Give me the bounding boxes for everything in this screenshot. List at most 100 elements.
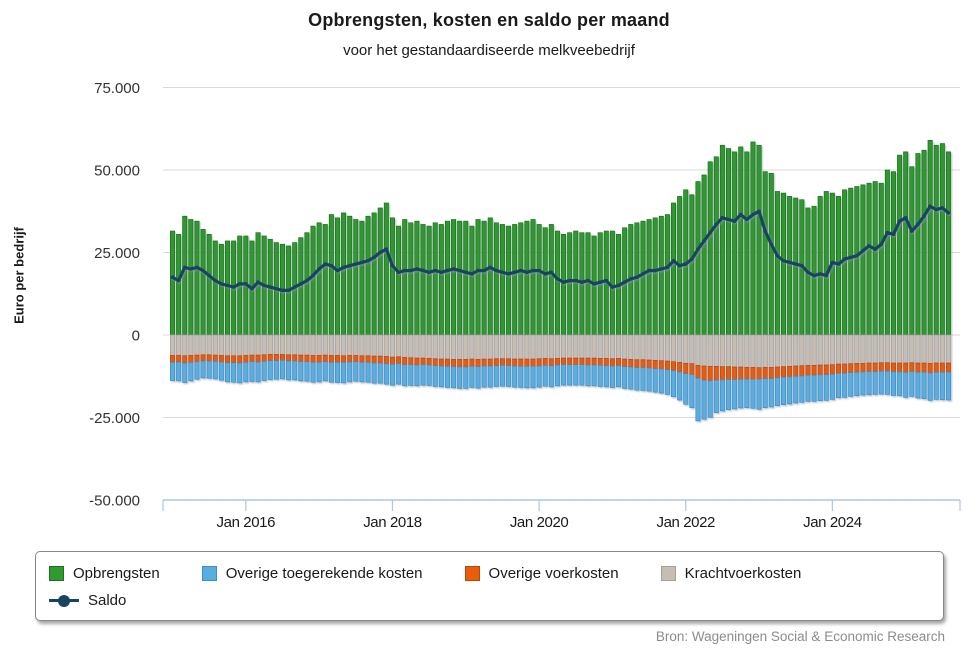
bar-opbrengsten	[652, 217, 658, 336]
bar-overige-toegerekende-kosten	[206, 360, 212, 379]
bar-overige-toegerekende-kosten	[726, 379, 732, 410]
bar-overige-voerkosten	[567, 357, 573, 366]
bar-krachtvoerkosten	[823, 334, 829, 366]
saldo-point	[574, 278, 578, 283]
bar-opbrengsten	[218, 243, 224, 336]
legend-item-overige-voerkosten[interactable]: Overige voerkosten	[464, 565, 619, 582]
bar-krachtvoerkosten	[585, 334, 591, 359]
saldo-point	[659, 267, 664, 271]
bar-opbrengsten	[713, 156, 719, 336]
bar-overige-voerkosten	[518, 358, 524, 367]
bar-opbrengsten	[444, 220, 450, 336]
bar-krachtvoerkosten	[304, 334, 310, 356]
bar-overige-toegerekende-kosten	[493, 365, 499, 387]
bar-krachtvoerkosten	[597, 334, 603, 359]
bar-opbrengsten	[524, 220, 530, 336]
saldo-point	[292, 285, 297, 289]
saldo-line-group	[170, 204, 951, 293]
bar-overige-toegerekende-kosten	[176, 361, 182, 382]
bar-krachtvoerkosten	[170, 334, 176, 356]
bar-krachtvoerkosten	[261, 334, 267, 356]
bar-overige-voerkosten	[438, 358, 444, 367]
saldo-point	[940, 206, 945, 210]
bar-opbrengsten	[457, 220, 463, 336]
legend-item-opbrengsten[interactable]: Opbrengsten	[49, 565, 160, 582]
bar-overige-toegerekende-kosten	[646, 367, 652, 392]
saldo-point	[641, 272, 645, 276]
chart-subtitle: voor het gestandaardiseerde melkveebedri…	[343, 42, 635, 59]
saldo-point	[586, 278, 590, 283]
bar-krachtvoerkosten	[347, 334, 353, 356]
bar-krachtvoerkosten	[554, 334, 560, 359]
bar-overige-toegerekende-kosten	[903, 371, 909, 398]
bar-overige-voerkosten	[689, 363, 695, 375]
saldo-point	[769, 242, 774, 247]
saldo-point	[580, 280, 584, 285]
bar-overige-voerkosten	[866, 362, 872, 372]
bar-overige-toegerekende-kosten	[237, 362, 243, 384]
bar-opbrengsten	[567, 232, 573, 336]
bar-krachtvoerkosten	[780, 334, 786, 368]
bar-krachtvoerkosten	[182, 334, 188, 357]
bar-opbrengsten	[689, 194, 695, 336]
saldo-point	[531, 268, 535, 273]
bar-overige-toegerekende-kosten	[823, 374, 829, 401]
bar-opbrengsten	[182, 215, 188, 336]
legend: Opbrengsten Overige toegerekende kosten …	[35, 551, 944, 621]
bar-opbrengsten	[909, 166, 915, 336]
bar-overige-voerkosten	[463, 359, 469, 368]
saldo-point	[696, 247, 700, 251]
bar-krachtvoerkosten	[206, 334, 212, 356]
bar-opbrengsten	[341, 212, 347, 336]
bar-overige-voerkosten	[206, 354, 212, 362]
bar-overige-voerkosten	[579, 357, 585, 366]
saldo-point	[561, 280, 566, 285]
bar-overige-toegerekende-kosten	[677, 371, 683, 401]
bar-overige-toegerekende-kosten	[212, 361, 218, 380]
bar-krachtvoerkosten	[396, 334, 402, 358]
saldo-point	[354, 262, 358, 266]
bar-krachtvoerkosten	[652, 334, 658, 361]
bar-overige-toegerekende-kosten	[383, 363, 389, 385]
bar-opbrengsten	[701, 174, 707, 336]
monthly-bars	[170, 139, 951, 422]
bar-krachtvoerkosten	[463, 334, 469, 360]
saldo-point	[690, 257, 694, 261]
saldo-point	[250, 287, 254, 291]
bar-overige-toegerekende-kosten	[750, 378, 756, 409]
bar-overige-voerkosten	[884, 362, 890, 372]
bar-opbrengsten	[438, 224, 444, 336]
bar-overige-voerkosten	[231, 355, 237, 364]
bar-overige-voerkosten	[298, 354, 304, 363]
bar-overige-toegerekende-kosten	[347, 361, 353, 383]
saldo-point	[665, 265, 670, 270]
bar-krachtvoerkosten	[518, 334, 524, 360]
bar-opbrengsten	[200, 229, 206, 336]
bar-overige-toegerekende-kosten	[915, 371, 921, 399]
bar-opbrengsten	[719, 144, 725, 336]
bar-overige-toegerekende-kosten	[341, 362, 347, 384]
legend-item-saldo[interactable]: Saldo	[49, 592, 126, 609]
y-axis: 75.000 50.000 25.000 0 -25.000 -50.000	[89, 80, 140, 510]
legend-item-overige-toegerekende-kosten[interactable]: Overige toegerekende kosten	[201, 565, 423, 582]
legend-item-krachtvoerkosten[interactable]: Krachtvoerkosten	[660, 565, 801, 582]
bar-overige-toegerekende-kosten	[884, 370, 890, 395]
bar-overige-voerkosten	[396, 356, 402, 365]
bar-krachtvoerkosten	[707, 334, 713, 367]
bar-opbrengsten	[738, 146, 744, 336]
saldo-point	[207, 273, 211, 278]
saldo-point	[244, 282, 248, 286]
bar-opbrengsten	[897, 154, 903, 336]
bar-opbrengsten	[530, 219, 536, 336]
bar-krachtvoerkosten	[298, 334, 304, 356]
bar-overige-toegerekende-kosten	[927, 372, 933, 401]
source-credit: Bron: Wageningen Social & Economic Resea…	[655, 629, 945, 644]
bar-overige-voerkosten	[554, 358, 560, 366]
saldo-line-swatch-icon	[49, 593, 79, 608]
bar-krachtvoerkosten	[768, 334, 774, 368]
bar-krachtvoerkosten	[860, 334, 866, 364]
bar-overige-toegerekende-kosten	[756, 378, 762, 410]
saldo-point	[195, 265, 199, 270]
saldo-point	[335, 268, 340, 273]
